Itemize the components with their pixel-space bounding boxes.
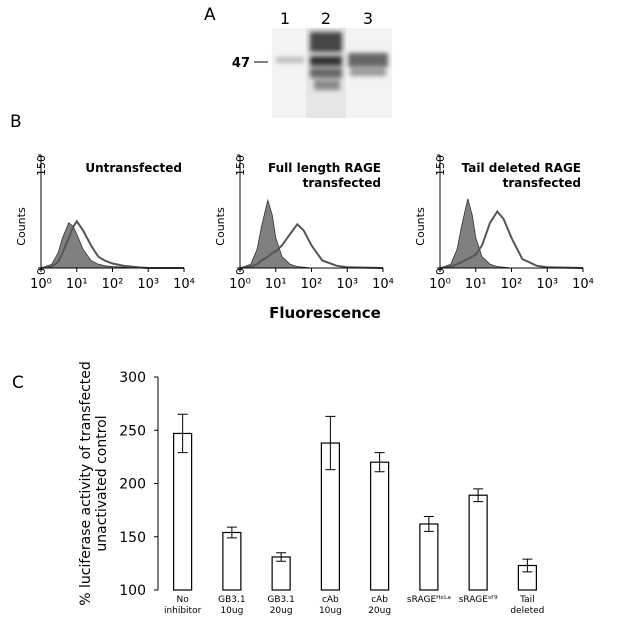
lane-label: 1 xyxy=(280,9,290,28)
bar xyxy=(222,531,242,591)
y-tick-label: 150 xyxy=(35,155,48,176)
x-tick-label: 10³ xyxy=(336,277,358,292)
y-axis-title: Counts xyxy=(414,207,427,246)
x-tick-label: 10² xyxy=(301,277,323,292)
y-tick-label: 0 xyxy=(35,268,48,275)
error-bar xyxy=(276,552,287,562)
chart-title: Untransfected xyxy=(85,161,182,175)
bar xyxy=(173,432,193,591)
blot-image xyxy=(272,28,392,118)
panel-label: A xyxy=(204,5,216,25)
marker-label: 47 xyxy=(232,56,250,71)
error-bar xyxy=(423,516,434,532)
x-tick-label: 10⁰ xyxy=(229,277,251,292)
x-tick-label: 10⁰ xyxy=(30,277,52,292)
y-axis-title: Counts xyxy=(15,207,28,246)
x-tick-label: sRAGEˢᶠ⁹ xyxy=(459,595,498,605)
bar xyxy=(370,461,390,591)
filled-histogram xyxy=(439,198,583,269)
bar xyxy=(271,556,291,591)
x-tick-label: 10⁴ xyxy=(372,277,394,292)
error-bar xyxy=(177,413,188,454)
x-tick-label: 10² xyxy=(102,277,124,292)
bar xyxy=(419,523,439,591)
y-tick-label: 250 xyxy=(119,423,146,439)
y-tick-label: 200 xyxy=(119,477,146,493)
y-tick-label: 150 xyxy=(434,155,447,176)
open-histogram xyxy=(40,219,184,269)
x-tick-label: cAb 20ug xyxy=(368,595,391,616)
x-tick-label: sRAGEᴴᵉᴸᵃ xyxy=(407,595,451,605)
panel-label: C xyxy=(12,373,24,393)
error-bar xyxy=(374,452,385,473)
y-axis-title: Counts xyxy=(214,207,227,246)
error-bar xyxy=(473,488,484,503)
y-tick-label: 300 xyxy=(119,370,146,386)
error-bar xyxy=(226,526,237,539)
x-tick-label: No inhibitor xyxy=(164,595,202,616)
x-tick-label: 10² xyxy=(501,277,523,292)
y-tick-label: 100 xyxy=(119,583,146,599)
error-bar xyxy=(325,415,336,471)
x-tick-label: 10⁴ xyxy=(572,277,594,292)
x-tick-label: 10¹ xyxy=(265,277,287,292)
x-tick-label: cAb 10ug xyxy=(319,595,342,616)
panel-label: B xyxy=(10,112,22,132)
filled-histogram xyxy=(239,198,383,269)
x-tick-label: 10⁰ xyxy=(429,277,451,292)
y-tick-label: 150 xyxy=(234,155,247,176)
y-tick-label: 0 xyxy=(234,268,247,275)
open-histogram xyxy=(239,222,384,269)
x-tick-label: GB3.1 20ug xyxy=(267,595,294,616)
x-tick-label: 10¹ xyxy=(465,277,487,292)
x-tick-label: Tail deleted xyxy=(510,595,544,616)
chart-title: Full length RAGE transfected xyxy=(268,161,381,190)
x-tick-label: GB3.1 10ug xyxy=(218,595,245,616)
lane-label: 3 xyxy=(363,9,373,28)
y-tick-label: 150 xyxy=(119,530,146,546)
error-bar xyxy=(522,558,533,573)
bar xyxy=(468,494,488,591)
y-axis-title: % luciferase activity of transfected xyxy=(78,361,94,606)
x-tick-label: 10³ xyxy=(536,277,558,292)
y-tick-label: 0 xyxy=(434,268,447,275)
chart-title: Tail deleted RAGE transfected xyxy=(462,161,581,190)
lane-label: 2 xyxy=(321,9,331,28)
y-axis-title: unactivated control xyxy=(94,415,110,551)
x-tick-label: 10³ xyxy=(137,277,159,292)
x-tick-label: 10⁴ xyxy=(173,277,195,292)
x-axis-title: Fluorescence xyxy=(269,304,381,322)
open-histogram xyxy=(439,209,584,269)
filled-histogram xyxy=(40,222,184,269)
x-tick-label: 10¹ xyxy=(66,277,88,292)
